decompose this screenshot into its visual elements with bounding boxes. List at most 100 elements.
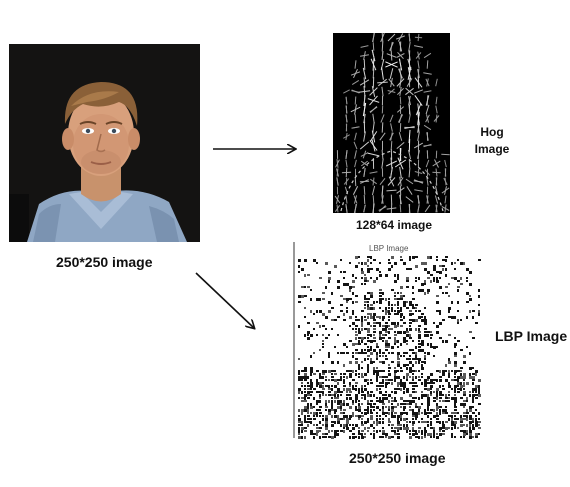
lbp-texture-pixel <box>394 367 396 369</box>
lbp-texture-pixel <box>319 349 321 351</box>
lbp-texture-pixel <box>472 418 474 421</box>
lbp-texture-pixel <box>310 430 313 433</box>
lbp-texture-pixel <box>304 400 307 402</box>
lbp-texture-pixel <box>367 292 370 294</box>
lbp-texture-pixel <box>304 286 306 288</box>
lbp-texture-pixel <box>388 412 390 415</box>
lbp-texture-pixel <box>322 373 325 375</box>
lbp-texture-pixel <box>406 412 408 415</box>
lbp-texture-pixel <box>322 394 324 396</box>
lbp-texture-pixel <box>463 385 465 387</box>
lbp-texture-pixel <box>370 400 373 402</box>
lbp-texture-pixel <box>349 286 352 289</box>
lbp-texture-pixel <box>454 391 456 393</box>
lbp-texture-pixel <box>331 397 333 399</box>
lbp-texture-pixel <box>430 385 433 388</box>
lbp-texture-pixel <box>298 436 301 439</box>
lbp-texture-pixel <box>367 259 369 262</box>
lbp-texture-pixel <box>388 325 390 327</box>
hog-gradient-stroke <box>407 67 412 80</box>
lbp-texture-pixel <box>373 334 375 336</box>
lbp-texture-pixel <box>310 406 313 409</box>
lbp-texture-pixel <box>376 430 378 433</box>
lbp-texture-pixel <box>430 427 433 429</box>
source-face-image <box>9 44 200 242</box>
hog-gradient-stroke <box>396 142 405 149</box>
lbp-texture-pixel <box>475 394 478 396</box>
lbp-texture-pixel <box>319 310 322 313</box>
lbp-texture-pixel <box>454 277 457 280</box>
lbp-texture-pixel <box>445 256 448 258</box>
lbp-texture-pixel <box>337 352 339 354</box>
lbp-texture-pixel <box>304 385 306 387</box>
lbp-texture-pixel <box>448 391 450 393</box>
lbp-texture-pixel <box>454 262 456 264</box>
lbp-texture-pixel <box>391 424 394 426</box>
lbp-texture-pixel <box>310 382 313 385</box>
lbp-texture-pixel <box>412 409 414 412</box>
lbp-texture-pixel <box>388 328 391 330</box>
lbp-texture-pixel <box>364 394 366 397</box>
lbp-texture-pixel <box>433 355 435 357</box>
lbp-texture-pixel <box>469 295 471 297</box>
lbp-texture-pixel <box>382 382 384 384</box>
hog-gradient-stroke <box>377 81 388 84</box>
lbp-texture-pixel <box>367 406 369 409</box>
lbp-texture-pixel <box>352 388 355 390</box>
lbp-texture-pixel <box>325 379 327 381</box>
lbp-texture-pixel <box>430 436 432 438</box>
lbp-texture-pixel <box>460 349 463 351</box>
lbp-texture-pixel <box>433 391 435 393</box>
lbp-texture-pixel <box>385 340 388 343</box>
lbp-texture-pixel <box>322 313 325 316</box>
lbp-texture-pixel <box>376 316 379 318</box>
hog-gradient-stroke <box>390 132 393 141</box>
lbp-texture-pixel <box>319 277 322 279</box>
lbp-texture-pixel <box>394 388 397 390</box>
lbp-texture-pixel <box>352 292 354 295</box>
lbp-texture-pixel <box>376 406 379 409</box>
lbp-texture-pixel <box>307 274 310 276</box>
lbp-texture-pixel <box>397 382 400 385</box>
lbp-texture-pixel <box>304 418 306 421</box>
lbp-texture-pixel <box>436 346 438 348</box>
lbp-texture-pixel <box>454 364 457 367</box>
lbp-texture-pixel <box>406 424 408 427</box>
lbp-texture-pixel <box>409 400 412 403</box>
lbp-texture-pixel <box>430 373 433 376</box>
hog-gradient-stroke <box>435 96 438 105</box>
lbp-texture-pixel <box>364 349 366 351</box>
lbp-texture-pixel <box>469 298 472 301</box>
lbp-texture-pixel <box>355 334 358 336</box>
lbp-texture-pixel <box>412 400 415 403</box>
lbp-texture-pixel <box>448 397 450 399</box>
hog-gradient-stroke <box>351 126 360 129</box>
lbp-texture-pixel <box>391 391 393 393</box>
lbp-texture-pixel <box>313 313 315 315</box>
hog-gradient-stroke <box>363 94 366 107</box>
lbp-texture-pixel <box>457 385 459 387</box>
lbp-texture-pixel <box>334 370 336 372</box>
lbp-texture-pixel <box>298 379 301 381</box>
lbp-texture-pixel <box>415 391 417 393</box>
lbp-texture-pixel <box>415 358 418 360</box>
lbp-texture-pixel <box>472 337 475 339</box>
lbp-texture-pixel <box>394 373 396 376</box>
lbp-texture-pixel <box>340 376 342 379</box>
lbp-texture-pixel <box>442 409 445 412</box>
lbp-texture-pixel <box>388 364 390 366</box>
lbp-texture-pixel <box>397 385 399 387</box>
lbp-texture-pixel <box>313 418 316 420</box>
lbp-texture-pixel <box>457 427 459 429</box>
lbp-texture-pixel <box>400 310 402 312</box>
lbp-texture-pixel <box>358 433 361 435</box>
lbp-texture-pixel <box>406 331 409 333</box>
hog-gradient-stroke <box>441 153 450 156</box>
lbp-texture-pixel <box>439 397 442 399</box>
lbp-texture-pixel <box>454 406 457 408</box>
lbp-texture-pixel <box>469 436 472 439</box>
lbp-texture-pixel <box>370 349 372 351</box>
lbp-texture-pixel <box>364 301 367 303</box>
lbp-texture-pixel <box>394 298 397 300</box>
lbp-texture-pixel <box>346 298 349 301</box>
